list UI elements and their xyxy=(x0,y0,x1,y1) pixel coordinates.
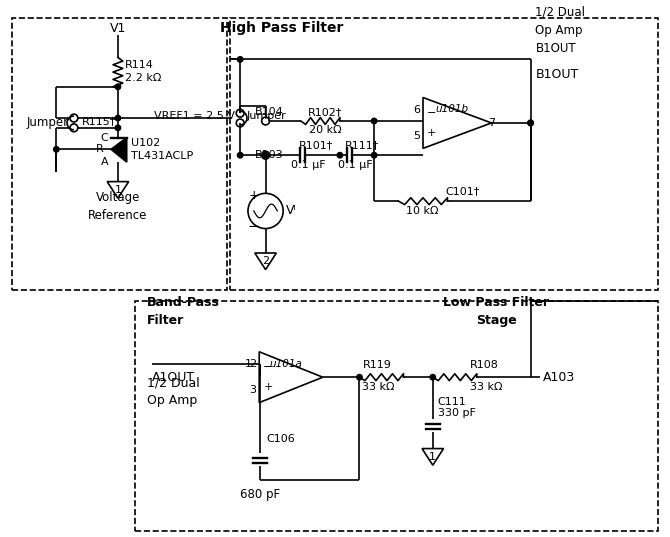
Text: C101†: C101† xyxy=(446,186,480,197)
Text: V1: V1 xyxy=(110,21,126,34)
Circle shape xyxy=(263,153,268,158)
Text: Jumper: Jumper xyxy=(247,111,287,121)
Text: 3: 3 xyxy=(249,385,256,395)
Text: 680 pF: 680 pF xyxy=(240,488,280,501)
Text: 0.1 μF: 0.1 μF xyxy=(291,160,326,170)
Text: A: A xyxy=(100,157,108,167)
Text: B1OUT: B1OUT xyxy=(535,68,579,81)
Text: Low Pass Filter
Stage: Low Pass Filter Stage xyxy=(444,296,549,327)
Text: U102
TL431ACLP: U102 TL431ACLP xyxy=(131,138,193,161)
Text: B103: B103 xyxy=(255,150,283,160)
Text: Voltage
Reference: Voltage Reference xyxy=(88,191,147,222)
Circle shape xyxy=(54,147,59,152)
Text: R111†: R111† xyxy=(345,141,379,150)
Text: 2: 2 xyxy=(249,359,256,369)
Text: 33 kΩ: 33 kΩ xyxy=(362,382,395,392)
Text: 1/2 Dual
Op Amp
B1OUT: 1/2 Dual Op Amp B1OUT xyxy=(535,5,586,55)
Circle shape xyxy=(528,120,533,126)
Text: High Pass Filter: High Pass Filter xyxy=(220,21,343,35)
Circle shape xyxy=(237,153,243,158)
Text: u101b: u101b xyxy=(436,104,469,114)
Text: Jumper: Jumper xyxy=(27,117,69,129)
Text: R101†: R101† xyxy=(299,141,333,150)
Text: VREF1 = 2.5 V: VREF1 = 2.5 V xyxy=(154,111,235,121)
Text: R102†: R102† xyxy=(308,107,342,117)
Text: R115†: R115† xyxy=(82,116,116,126)
Text: 6: 6 xyxy=(413,105,420,115)
Text: 5: 5 xyxy=(413,130,420,141)
Text: C106: C106 xyxy=(267,434,295,444)
Text: 20 kΩ: 20 kΩ xyxy=(309,125,341,135)
Circle shape xyxy=(115,84,121,90)
Text: −: − xyxy=(263,362,273,372)
Text: 2: 2 xyxy=(262,256,269,266)
Text: Vⁱ: Vⁱ xyxy=(286,205,297,217)
Circle shape xyxy=(337,153,342,158)
Text: +: + xyxy=(249,189,259,202)
Text: B104: B104 xyxy=(255,107,283,117)
Circle shape xyxy=(356,374,362,380)
Circle shape xyxy=(371,153,377,158)
Text: 330 pF: 330 pF xyxy=(438,408,476,418)
Text: 0.1 μF: 0.1 μF xyxy=(338,160,373,170)
Text: 1: 1 xyxy=(429,452,436,462)
Text: C111: C111 xyxy=(438,397,466,407)
Text: u101a: u101a xyxy=(269,359,303,368)
Text: Band-Pass
Filter: Band-Pass Filter xyxy=(147,296,220,327)
Bar xyxy=(12,18,227,290)
Circle shape xyxy=(115,115,121,121)
Text: A103: A103 xyxy=(543,371,576,384)
Text: 33 kΩ: 33 kΩ xyxy=(470,382,502,392)
Text: 7: 7 xyxy=(488,118,496,128)
Text: 1/2 Dual
Op Amp: 1/2 Dual Op Amp xyxy=(147,376,200,408)
Text: −: − xyxy=(427,108,436,118)
Circle shape xyxy=(430,374,436,380)
Text: R108: R108 xyxy=(470,360,499,371)
Text: +: + xyxy=(427,128,436,138)
Text: −: − xyxy=(247,219,260,234)
Text: +: + xyxy=(263,382,273,393)
Text: 1: 1 xyxy=(245,359,252,369)
Polygon shape xyxy=(111,137,127,162)
Text: R119: R119 xyxy=(362,360,391,371)
Text: A1OUT: A1OUT xyxy=(152,371,195,384)
Text: C: C xyxy=(100,133,108,143)
Circle shape xyxy=(115,125,121,130)
Text: R: R xyxy=(96,144,103,154)
Text: R114
2.2 kΩ: R114 2.2 kΩ xyxy=(125,60,161,83)
Bar xyxy=(135,301,658,531)
Text: 1: 1 xyxy=(115,185,121,195)
Circle shape xyxy=(528,120,533,126)
Text: 10 kΩ: 10 kΩ xyxy=(407,206,439,216)
Circle shape xyxy=(237,56,243,62)
Bar xyxy=(230,18,658,290)
Circle shape xyxy=(371,118,377,124)
